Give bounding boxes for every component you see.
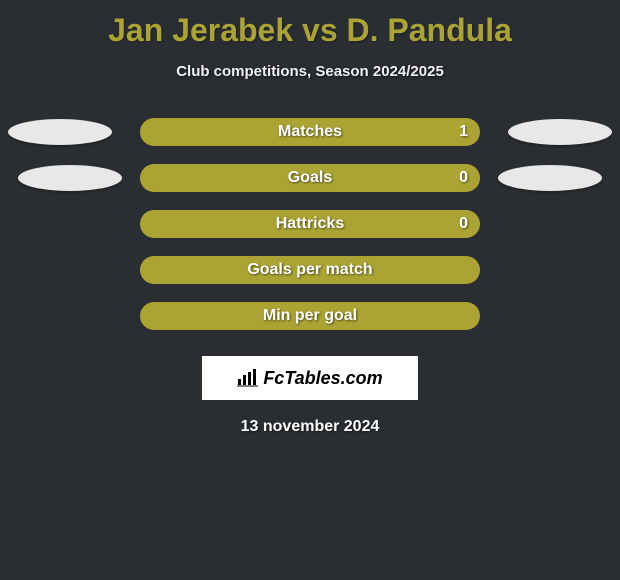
stat-label: Goals per match [247, 261, 372, 279]
stat-bar: Goals per match [140, 256, 480, 284]
player-right-marker [498, 165, 602, 191]
player-left-marker [8, 119, 112, 145]
stat-label: Min per goal [263, 307, 357, 325]
stat-row: Goals 0 [0, 164, 620, 210]
date-label: 13 november 2024 [0, 418, 620, 436]
stat-value: 0 [459, 215, 468, 233]
stat-bar: Goals 0 [140, 164, 480, 192]
logo-text: FcTables.com [263, 368, 382, 389]
player-left-marker [18, 165, 122, 191]
stat-value: 0 [459, 169, 468, 187]
stat-label: Hattricks [276, 215, 344, 233]
stat-value: 1 [459, 123, 468, 141]
stat-label: Goals [288, 169, 332, 187]
logo: FcTables.com [237, 368, 382, 389]
stat-row: Matches 1 [0, 118, 620, 164]
stat-row: Min per goal [0, 302, 620, 348]
player-right-marker [508, 119, 612, 145]
bar-chart-icon [237, 369, 259, 387]
stats-rows: Matches 1 Goals 0 Hattricks 0 Goals per … [0, 118, 620, 348]
stat-row: Hattricks 0 [0, 210, 620, 256]
page-title: Jan Jerabek vs D. Pandula [0, 0, 620, 49]
stat-bar: Matches 1 [140, 118, 480, 146]
stat-bar: Hattricks 0 [140, 210, 480, 238]
stat-label: Matches [278, 123, 342, 141]
stat-bar: Min per goal [140, 302, 480, 330]
stat-row: Goals per match [0, 256, 620, 302]
logo-box: FcTables.com [202, 356, 418, 400]
page-subtitle: Club competitions, Season 2024/2025 [0, 63, 620, 80]
